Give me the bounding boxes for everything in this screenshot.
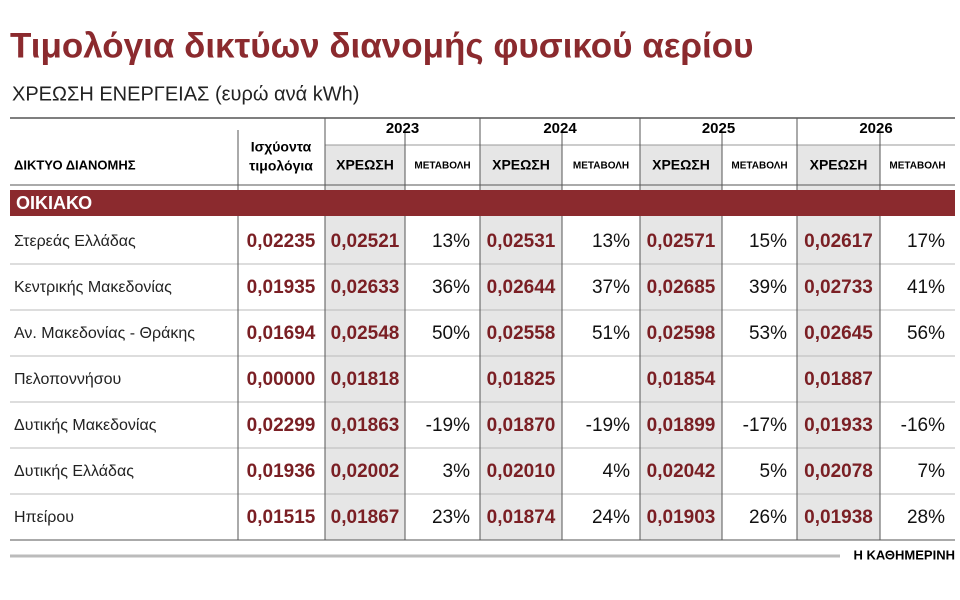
charge-value: 0,01874 [487, 507, 556, 528]
row-name: Αν. Μακεδονίας - Θράκης [14, 325, 195, 342]
change-value: 41% [907, 277, 945, 298]
section-label: ΟΙΚΙΑΚΟ [16, 193, 92, 213]
change-value: -16% [901, 415, 945, 436]
header-charge: ΧΡΕΩΣΗ [652, 157, 710, 173]
subtitle: ΧΡΕΩΣΗ ΕΝΕΡΓΕΙΑΣ (ευρώ ανά kWh) [12, 83, 359, 105]
charge-value: 0,02521 [331, 231, 400, 252]
row-name: Στερεάς Ελλάδας [14, 233, 136, 250]
section-band [10, 190, 955, 216]
current-tariff: 0,01694 [247, 323, 316, 344]
header-current: Ισχύοντα [251, 139, 312, 155]
header-change: ΜΕΤΑΒΟΛΗ [414, 161, 470, 172]
change-value: 50% [432, 323, 470, 344]
charge-value: 0,01899 [647, 415, 716, 436]
charge-value: 0,02010 [487, 461, 556, 482]
charge-value: 0,02645 [804, 323, 873, 344]
change-value: -19% [426, 415, 470, 436]
change-value: 4% [603, 461, 631, 482]
header-change: ΜΕΤΑΒΟΛΗ [731, 161, 787, 172]
change-value: 37% [592, 277, 630, 298]
current-tariff: 0,01515 [247, 507, 316, 528]
current-tariff: 0,02299 [247, 415, 316, 436]
charge-value: 0,01887 [804, 369, 873, 390]
header-year: 2024 [543, 120, 577, 137]
header-charge: ΧΡΕΩΣΗ [492, 157, 550, 173]
charge-value: 0,02571 [647, 231, 716, 252]
change-value: 5% [760, 461, 788, 482]
charge-value: 0,02617 [804, 231, 873, 252]
row-name: Δυτικής Μακεδονίας [14, 417, 157, 434]
current-tariff: 0,00000 [247, 369, 316, 390]
header-network: ΔΙΚΤΥΟ ΔΙΑΝΟΜΗΣ [14, 157, 136, 172]
charge-value: 0,02548 [331, 323, 400, 344]
change-value: 56% [907, 323, 945, 344]
change-value: 13% [592, 231, 630, 252]
charge-value: 0,01903 [647, 507, 716, 528]
charge-value: 0,02078 [804, 461, 873, 482]
row-name: Κεντρικής Μακεδονίας [14, 279, 172, 296]
header-year: 2026 [859, 120, 892, 137]
charge-value: 0,01938 [804, 507, 873, 528]
header-change: ΜΕΤΑΒΟΛΗ [889, 161, 945, 172]
charge-value: 0,02633 [331, 277, 400, 298]
header-year: 2025 [702, 120, 735, 137]
charge-value: 0,01825 [487, 369, 556, 390]
charge-value: 0,02644 [487, 277, 556, 298]
charge-value: 0,01854 [647, 369, 716, 390]
change-value: 13% [432, 231, 470, 252]
change-value: 23% [432, 507, 470, 528]
charge-value: 0,01867 [331, 507, 400, 528]
change-value: 36% [432, 277, 470, 298]
charge-value: 0,02531 [487, 231, 556, 252]
charge-value: 0,01818 [331, 369, 400, 390]
header-current: τιμολόγια [249, 158, 313, 174]
charge-value: 0,01863 [331, 415, 400, 436]
change-value: 7% [918, 461, 946, 482]
change-value: 51% [592, 323, 630, 344]
charge-value: 0,02685 [647, 277, 716, 298]
change-value: 26% [749, 507, 787, 528]
change-value: 17% [907, 231, 945, 252]
change-value: 39% [749, 277, 787, 298]
change-value: -19% [586, 415, 630, 436]
current-tariff: 0,02235 [247, 231, 316, 252]
current-tariff: 0,01936 [247, 461, 316, 482]
row-name: Δυτικής Ελλάδας [14, 463, 134, 480]
change-value: 3% [443, 461, 471, 482]
header-change: ΜΕΤΑΒΟΛΗ [573, 161, 629, 172]
row-name: Πελοποννήσου [14, 371, 121, 388]
change-value: 28% [907, 507, 945, 528]
charge-value: 0,02002 [331, 461, 400, 482]
change-value: 24% [592, 507, 630, 528]
charge-value: 0,01933 [804, 415, 873, 436]
change-value: 53% [749, 323, 787, 344]
header-year: 2023 [386, 120, 419, 137]
header-charge: ΧΡΕΩΣΗ [810, 157, 868, 173]
change-value: 15% [749, 231, 787, 252]
charge-value: 0,02042 [647, 461, 716, 482]
title: Τιμολόγια δικτύων διανομής φυσικού αερίο… [10, 26, 754, 65]
current-tariff: 0,01935 [247, 277, 316, 298]
charge-value: 0,02733 [804, 277, 873, 298]
row-name: Ηπείρου [14, 509, 74, 526]
charge-value: 0,02558 [487, 323, 556, 344]
footer-brand: Η ΚΑΘΗΜΕΡΙΝΗ [854, 547, 956, 562]
charge-value: 0,01870 [487, 415, 556, 436]
charge-value: 0,02598 [647, 323, 716, 344]
change-value: -17% [743, 415, 787, 436]
header-charge: ΧΡΕΩΣΗ [336, 157, 394, 173]
